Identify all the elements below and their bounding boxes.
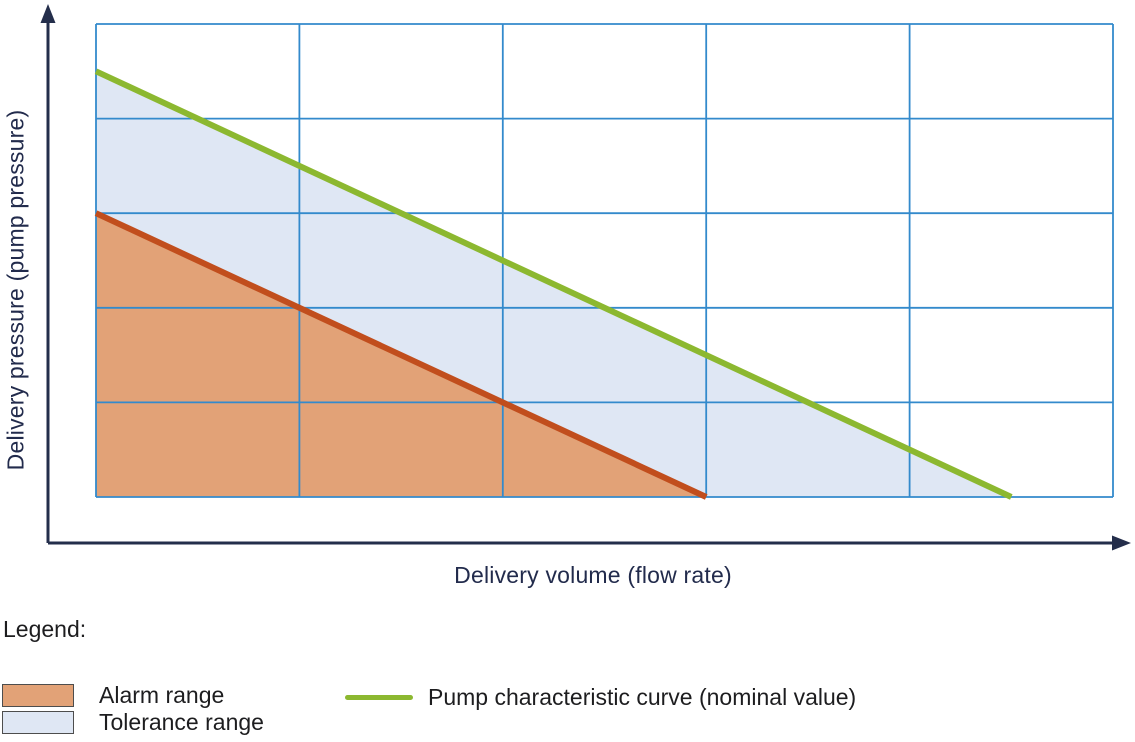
chart-curves xyxy=(94,68,1013,500)
y-axis-arrowhead-icon xyxy=(40,4,56,23)
alarm-range-boundary-line xyxy=(94,210,708,500)
legend-item-label: Pump characteristic curve (nominal value… xyxy=(428,683,857,710)
alarm-range-swatch xyxy=(2,683,74,707)
x-axis-arrowhead-icon xyxy=(1112,535,1131,551)
legend-item-label: Alarm range xyxy=(99,681,225,708)
x-axis-label: Delivery volume (flow rate) xyxy=(454,562,732,588)
legend-item-label: Tolerance range xyxy=(99,708,264,735)
legend-item-pump-curve: Pump characteristic curve (nominal value… xyxy=(345,684,856,710)
legend-title: Legend: xyxy=(3,616,87,642)
y-axis-label: Delivery pressure (pump pressure) xyxy=(2,109,29,471)
legend-item-alarm-range: Alarm range xyxy=(2,682,224,708)
y-axis xyxy=(40,4,56,543)
pump-curve-line-swatch xyxy=(345,694,413,700)
chart-plot xyxy=(40,4,1131,551)
legend-item-tolerance-range: Tolerance range xyxy=(2,709,264,735)
pump-characteristic-curve-nominal-value-line xyxy=(94,68,1013,500)
tolerance-range-swatch xyxy=(2,710,74,734)
chart-grid xyxy=(95,23,1114,498)
x-axis xyxy=(48,535,1131,551)
